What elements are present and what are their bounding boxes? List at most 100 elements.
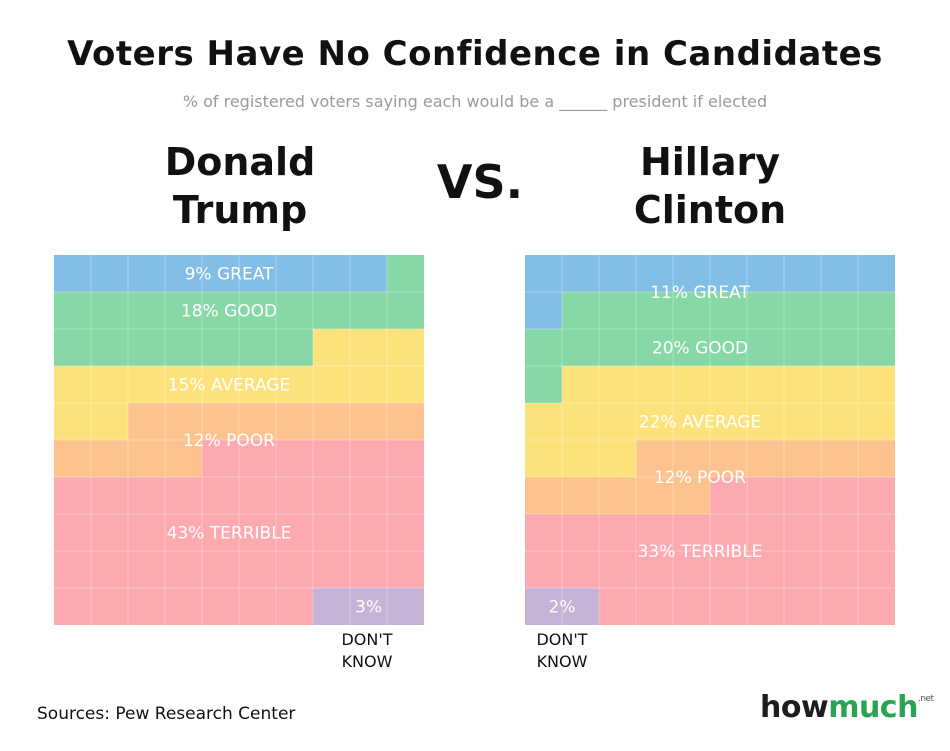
trump-cell-good xyxy=(165,292,202,329)
trump-cell-poor xyxy=(350,403,387,440)
trump-cell-great xyxy=(276,255,313,292)
trump-label-average: 15% AVERAGE xyxy=(168,376,290,396)
clinton-cell-average xyxy=(562,403,599,440)
trump-cell-terrible xyxy=(165,514,202,551)
clinton-cell-terrible xyxy=(858,477,895,514)
trump-cell-great xyxy=(165,255,202,292)
clinton-waffle-chart: 11% GREAT 20% GOOD 22% AVERAGE 12% POOR 33% … xyxy=(525,255,895,625)
clinton-cell-terrible xyxy=(599,514,636,551)
clinton-label-terrible: 33% TERRIBLE xyxy=(638,542,763,562)
trump-cell-poor xyxy=(128,403,165,440)
clinton-cell-great xyxy=(562,255,599,292)
clinton-cell-average xyxy=(599,366,636,403)
trump-cell-good xyxy=(202,329,239,366)
trump-cell-average xyxy=(128,366,165,403)
trump-cell-terrible xyxy=(91,551,128,588)
clinton-cell-terrible xyxy=(710,477,747,514)
trump-cell-terrible xyxy=(54,551,91,588)
clinton-cell-great xyxy=(599,255,636,292)
trump-cell-terrible xyxy=(202,440,239,477)
trump-dont-know-line1: DON'T xyxy=(341,630,393,649)
howmuch-logo[interactable]: howmuch.net xyxy=(760,690,934,725)
trump-cell-dont_know xyxy=(313,588,350,625)
trump-cell-terrible xyxy=(128,514,165,551)
trump-cell-terrible xyxy=(54,588,91,625)
trump-cell-great xyxy=(91,255,128,292)
clinton-cell-good xyxy=(673,292,710,329)
trump-first-name: Donald xyxy=(164,140,316,184)
trump-cell-terrible xyxy=(128,588,165,625)
clinton-cell-terrible xyxy=(747,514,784,551)
clinton-cell-poor xyxy=(673,440,710,477)
clinton-cell-terrible xyxy=(821,477,858,514)
trump-cell-terrible xyxy=(128,477,165,514)
trump-cell-poor xyxy=(387,403,424,440)
clinton-cell-terrible xyxy=(858,514,895,551)
clinton-last-name: Clinton xyxy=(633,188,787,232)
trump-cell-poor xyxy=(165,440,202,477)
clinton-cell-good xyxy=(858,292,895,329)
trump-cell-poor xyxy=(202,403,239,440)
trump-cell-great xyxy=(239,255,276,292)
trump-cell-poor xyxy=(276,403,313,440)
clinton-cell-average xyxy=(710,366,747,403)
trump-cell-average xyxy=(54,366,91,403)
clinton-cell-terrible xyxy=(784,551,821,588)
clinton-cell-average xyxy=(821,403,858,440)
logo-part-much: much xyxy=(828,690,918,725)
trump-cell-good xyxy=(91,329,128,366)
clinton-cell-average xyxy=(673,366,710,403)
trump-cell-terrible xyxy=(202,588,239,625)
trump-cell-average xyxy=(276,366,313,403)
clinton-cell-terrible xyxy=(858,588,895,625)
trump-cell-terrible xyxy=(202,477,239,514)
trump-cell-great xyxy=(313,255,350,292)
trump-cell-average xyxy=(350,366,387,403)
clinton-cell-good xyxy=(562,292,599,329)
clinton-cell-average xyxy=(673,403,710,440)
trump-cell-terrible xyxy=(276,477,313,514)
clinton-cell-poor xyxy=(673,477,710,514)
trump-cell-good xyxy=(165,329,202,366)
clinton-name: Hillary Clinton xyxy=(560,138,860,234)
clinton-cell-good xyxy=(525,366,562,403)
trump-cell-average xyxy=(313,366,350,403)
clinton-cell-average xyxy=(784,366,821,403)
trump-cell-terrible xyxy=(91,514,128,551)
clinton-cell-average xyxy=(562,366,599,403)
clinton-cell-great xyxy=(525,255,562,292)
trump-cell-dont_know xyxy=(387,588,424,625)
clinton-cell-poor xyxy=(710,440,747,477)
clinton-cell-poor xyxy=(784,440,821,477)
clinton-cell-terrible xyxy=(636,514,673,551)
trump-cell-good xyxy=(54,292,91,329)
trump-cell-average xyxy=(54,403,91,440)
trump-cell-terrible xyxy=(387,551,424,588)
trump-last-name: Trump xyxy=(172,188,308,232)
clinton-cell-average xyxy=(636,403,673,440)
clinton-cell-poor xyxy=(636,477,673,514)
trump-cell-great xyxy=(128,255,165,292)
clinton-cell-average xyxy=(636,366,673,403)
clinton-cell-great xyxy=(821,255,858,292)
clinton-cell-good xyxy=(599,292,636,329)
clinton-cell-good xyxy=(821,329,858,366)
trump-cell-average xyxy=(202,366,239,403)
logo-part-how: how xyxy=(760,690,829,725)
trump-label-dont_know: 3% xyxy=(355,598,382,618)
trump-cell-terrible xyxy=(239,440,276,477)
trump-cell-terrible xyxy=(128,551,165,588)
trump-cell-good xyxy=(387,255,424,292)
trump-name: Donald Trump xyxy=(90,138,390,234)
trump-cell-dont_know xyxy=(350,588,387,625)
trump-label-poor: 12% POOR xyxy=(183,431,275,451)
clinton-cell-good xyxy=(673,329,710,366)
clinton-cell-terrible xyxy=(858,551,895,588)
clinton-cell-average xyxy=(858,403,895,440)
clinton-cell-terrible xyxy=(821,551,858,588)
clinton-cell-dont_know xyxy=(525,588,562,625)
clinton-cell-terrible xyxy=(562,514,599,551)
trump-cell-terrible xyxy=(276,514,313,551)
clinton-label-average: 22% AVERAGE xyxy=(639,413,761,433)
clinton-cell-average xyxy=(821,366,858,403)
